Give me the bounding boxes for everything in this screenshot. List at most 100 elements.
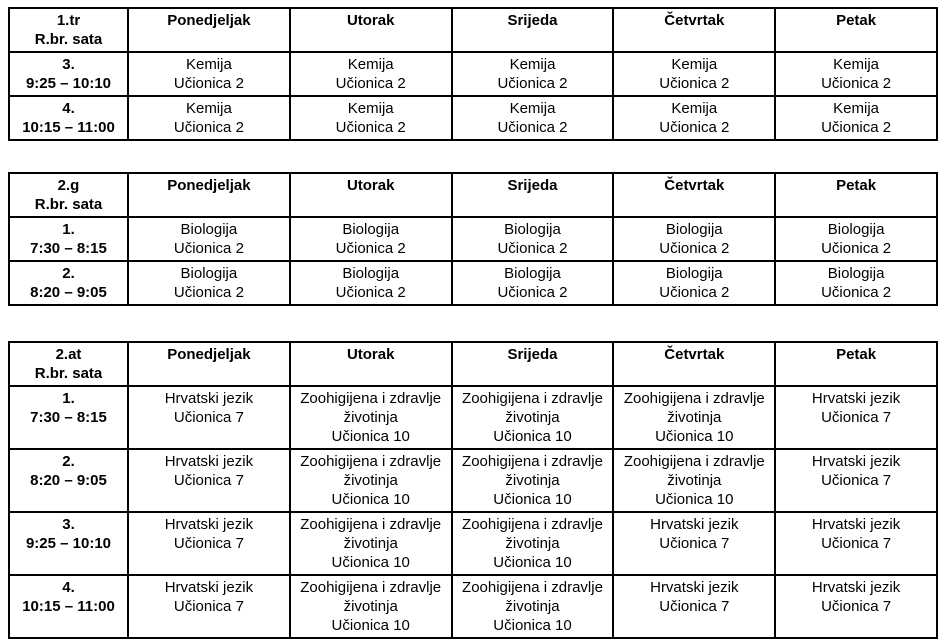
room-name: Učionica 10 <box>493 617 572 634</box>
period-time: 7:30 – 8:15 <box>30 240 107 257</box>
table-row: 4. 10:15 – 11:00 Hrvatski jezik Učionica 7 Z… <box>8 574 938 639</box>
subject-name: Biologija <box>665 265 723 282</box>
room-name: Učionica 2 <box>335 119 406 136</box>
period-number: 4. <box>62 100 75 117</box>
period-number: 3. <box>62 56 75 73</box>
period-number: 2. <box>62 265 75 282</box>
class-label: 2.at <box>55 346 82 363</box>
lesson-cell: Hrvatski jezik Učionica 7 <box>774 574 938 639</box>
subject-name: Kemija <box>671 56 718 73</box>
day-header-2: Srijeda <box>450 7 615 53</box>
subject-name: Kemija <box>671 100 718 117</box>
lesson-cell: Zoohigijena i zdravlje životinja Učionica… <box>288 511 453 576</box>
room-name: Učionica 2 <box>335 284 406 301</box>
lesson-cell: Zoohigijena i zdravlje životinja Učionica… <box>612 448 777 513</box>
subject-name: Hrvatski jezik <box>650 579 739 596</box>
subject-name: Zoohigijena i zdravlje životinja <box>300 453 442 489</box>
room-name: Učionica 7 <box>659 598 730 615</box>
lesson-cell: Zoohigijena i zdravlje životinja Učionica… <box>288 574 453 639</box>
room-name: Učionica 2 <box>497 75 568 92</box>
lesson-cell: Biologija Učionica 2 <box>612 260 777 306</box>
room-name: Učionica 2 <box>821 284 892 301</box>
lesson-cell: Kemija Učionica 2 <box>127 51 291 97</box>
room-name: Učionica 2 <box>659 75 730 92</box>
subject-name: Hrvatski jezik <box>811 390 901 407</box>
lesson-cell: Kemija Učionica 2 <box>774 95 938 141</box>
row-number-label: R.br. sata <box>34 365 103 382</box>
subject-name: Biologija <box>665 221 723 238</box>
period-cell: 1. 7:30 – 8:15 <box>8 216 129 262</box>
subject-name: Biologija <box>827 221 885 238</box>
room-name: Učionica 7 <box>821 598 892 615</box>
lesson-cell: Zoohigijena i zdravlje životinja Učionica… <box>450 385 615 450</box>
period-number: 1. <box>62 221 75 238</box>
lesson-cell: Biologija Učionica 2 <box>774 260 938 306</box>
lesson-cell: Hrvatski jezik Učionica 7 <box>127 574 291 639</box>
subject-name: Biologija <box>342 221 400 238</box>
room-name: Učionica 10 <box>655 428 734 445</box>
period-cell: 2. 8:20 – 9:05 <box>8 448 129 513</box>
lesson-cell: Biologija Učionica 2 <box>450 216 615 262</box>
timetable-2at: 2.at R.br. sata Ponedjeljak Utorak Srijeda Če… <box>8 341 938 639</box>
lesson-cell: Zoohigijena i zdravlje životinja Učionica… <box>288 448 453 513</box>
subject-name: Hrvatski jezik <box>164 516 254 533</box>
lesson-cell: Hrvatski jezik Učionica 7 <box>774 448 938 513</box>
lesson-cell: Hrvatski jezik Učionica 7 <box>127 511 291 576</box>
lesson-cell: Kemija Učionica 2 <box>450 95 615 141</box>
day-header-1: Utorak <box>288 172 453 218</box>
header-row: 2.at R.br. sata Ponedjeljak Utorak Srijeda Če… <box>8 341 938 387</box>
subject-name: Hrvatski jezik <box>811 516 901 533</box>
subject-name: Kemija <box>185 100 232 117</box>
subject-name: Biologija <box>180 221 238 238</box>
room-name: Učionica 7 <box>821 472 892 489</box>
subject-name: Biologija <box>180 265 238 282</box>
room-name: Učionica 10 <box>493 554 572 571</box>
room-name: Učionica 10 <box>331 491 410 508</box>
period-time: 10:15 – 11:00 <box>22 598 115 615</box>
room-name: Učionica 7 <box>659 535 730 552</box>
room-name: Učionica 2 <box>173 240 244 257</box>
table-row: 4. 10:15 – 11:00 Kemija Učionica 2 Kemija Uči… <box>8 95 938 141</box>
subject-name: Zoohigijena i zdravlje životinja <box>300 516 442 552</box>
lesson-cell: Biologija Učionica 2 <box>288 260 453 306</box>
corner-header: 2.g R.br. sata <box>8 172 129 218</box>
day-header-4: Petak <box>774 172 938 218</box>
header-row: 1.tr R.br. sata Ponedjeljak Utorak Srijeda Če… <box>8 7 938 53</box>
subject-name: Biologija <box>342 265 400 282</box>
day-header-3: Četvrtak <box>612 172 777 218</box>
period-time: 9:25 – 10:10 <box>25 75 112 92</box>
period-cell: 2. 8:20 – 9:05 <box>8 260 129 306</box>
period-number: 1. <box>62 390 75 407</box>
room-name: Učionica 7 <box>173 535 244 552</box>
subject-name: Zoohigijena i zdravlje životinja <box>300 579 442 615</box>
lesson-cell: Biologija Učionica 2 <box>774 216 938 262</box>
room-name: Učionica 10 <box>493 491 572 508</box>
room-name: Učionica 2 <box>497 284 568 301</box>
corner-header: 1.tr R.br. sata <box>8 7 129 53</box>
subject-name: Biologija <box>504 265 561 282</box>
day-header-0: Ponedjeljak <box>127 172 291 218</box>
lesson-cell: Hrvatski jezik Učionica 7 <box>127 448 291 513</box>
subject-name: Zoohigijena i zdravlje životinja <box>462 516 603 552</box>
lesson-cell: Hrvatski jezik Učionica 7 <box>612 574 777 639</box>
room-name: Učionica 10 <box>331 617 410 634</box>
table-row: 3. 9:25 – 10:10 Hrvatski jezik Učionica 7 Zo… <box>8 511 938 576</box>
lesson-cell: Hrvatski jezik Učionica 7 <box>612 511 777 576</box>
day-header-0: Ponedjeljak <box>127 7 291 53</box>
day-header-0: Ponedjeljak <box>127 341 291 387</box>
lesson-cell: Zoohigijena i zdravlje životinja Učionica… <box>450 511 615 576</box>
day-header-1: Utorak <box>288 341 453 387</box>
timetable-block-1tr: 1.tr R.br. sata Ponedjeljak Utorak Srijeda Če… <box>8 7 947 141</box>
lesson-cell: Kemija Učionica 2 <box>127 95 291 141</box>
table-row: 3. 9:25 – 10:10 Kemija Učionica 2 Kemija Učio… <box>8 51 938 97</box>
room-name: Učionica 10 <box>331 428 410 445</box>
day-header-1: Utorak <box>288 7 453 53</box>
room-name: Učionica 2 <box>173 75 244 92</box>
period-number: 2. <box>62 453 75 470</box>
subject-name: Hrvatski jezik <box>164 453 254 470</box>
lesson-cell: Kemija Učionica 2 <box>288 95 453 141</box>
period-cell: 1. 7:30 – 8:15 <box>8 385 129 450</box>
table-row: 2. 8:20 – 9:05 Biologija Učionica 2 Biologij… <box>8 260 938 306</box>
day-header-3: Četvrtak <box>612 341 777 387</box>
